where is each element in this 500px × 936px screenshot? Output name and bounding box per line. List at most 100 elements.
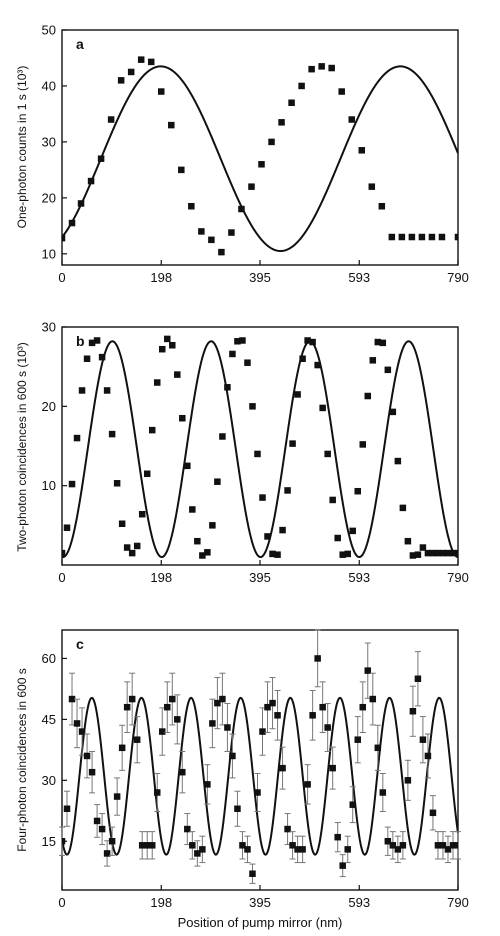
data-point (349, 801, 356, 808)
data-point (364, 667, 372, 674)
data-point (62, 549, 66, 557)
data-point (68, 480, 76, 488)
data-point (429, 549, 437, 557)
data-point (268, 138, 275, 146)
data-point (128, 549, 136, 557)
data-point (298, 82, 305, 90)
data-point (78, 387, 86, 394)
data-point (83, 355, 91, 362)
data-point (299, 355, 306, 362)
data-point (219, 433, 226, 440)
data-point (123, 544, 131, 551)
data-point (133, 736, 141, 743)
data-point (454, 233, 458, 241)
data-point (289, 842, 296, 849)
fit-curve (62, 65, 458, 253)
data-point (73, 434, 81, 442)
data-point (158, 88, 165, 95)
data-point (304, 781, 311, 788)
data-point (369, 357, 377, 364)
data-point (308, 65, 315, 73)
data-point (117, 77, 125, 84)
data-point (329, 764, 336, 772)
x-tick-label: 198 (150, 570, 172, 585)
y-axis-label: Four-photon coincidences in 600 s (15, 668, 29, 851)
data-point (128, 695, 136, 703)
data-point (174, 716, 181, 723)
data-point (364, 392, 372, 400)
data-point (88, 768, 96, 776)
data-point (419, 736, 427, 743)
data-point (279, 526, 286, 534)
data-point (63, 805, 71, 812)
y-tick-label: 15 (42, 834, 56, 849)
data-point (454, 549, 458, 557)
data-point (304, 337, 311, 344)
data-point (239, 337, 246, 344)
data-point (143, 470, 151, 478)
data-point (137, 56, 145, 63)
data-point (348, 116, 355, 123)
data-point (254, 450, 261, 458)
x-tick-label: 593 (348, 270, 370, 285)
data-point (429, 809, 437, 817)
data-point (344, 846, 351, 853)
data-point (62, 234, 66, 242)
data-point (259, 494, 266, 501)
data-point (103, 387, 111, 394)
data-point (244, 359, 251, 366)
data-point (374, 744, 382, 752)
data-point (428, 233, 436, 241)
data-point (354, 487, 361, 495)
data-point (258, 161, 265, 168)
data-point (414, 551, 422, 558)
data-point (159, 345, 166, 353)
x-axis-label: Position of pump mirror (nm) (178, 915, 343, 930)
data-point (394, 846, 402, 853)
data-point (214, 699, 221, 707)
x-tick-label: 198 (150, 270, 172, 285)
data-point (239, 842, 246, 849)
data-point (409, 552, 417, 559)
data-point (354, 736, 361, 743)
data-point (189, 842, 196, 849)
panel-c: 0 198 395 593 790 15 30 45 60 c Four-photon coinci… (15, 629, 469, 930)
data-point (334, 833, 341, 841)
data-point (274, 551, 281, 558)
y-axis-label: Two-photon coincidences in 600 s (10³) (15, 342, 29, 551)
data-point (324, 724, 331, 731)
data-point (198, 228, 205, 235)
y-tick-label: 45 (42, 712, 56, 727)
data-point (214, 478, 221, 485)
data-point (98, 825, 106, 833)
data-point (339, 551, 346, 558)
x-tick-label: 395 (249, 270, 271, 285)
data-point (209, 720, 216, 727)
data-point (169, 341, 176, 349)
data-point (424, 752, 432, 760)
data-point (199, 846, 206, 853)
data-point (378, 203, 386, 210)
data-point (178, 166, 185, 174)
data-point (294, 391, 301, 398)
data-point (138, 842, 146, 849)
data-point (338, 88, 345, 95)
y-tick-label: 10 (42, 246, 56, 261)
data-point (68, 695, 76, 703)
y-tick-label: 40 (42, 78, 56, 93)
data-point (289, 440, 296, 447)
data-point (369, 695, 377, 703)
data-point (147, 58, 155, 66)
data-point (103, 850, 111, 857)
data-point (209, 522, 216, 529)
data-point (68, 219, 76, 227)
data-point (249, 870, 256, 877)
data-point (77, 200, 85, 207)
plot-frame (61, 29, 459, 266)
y-tick-label: 30 (42, 134, 56, 149)
data-point (389, 408, 397, 416)
panel-b: 0 198 395 593 790 10 20 30 b Two-photon coinciden… (15, 320, 469, 586)
data-point (284, 825, 291, 833)
data-point (418, 233, 426, 241)
data-point (439, 549, 447, 557)
